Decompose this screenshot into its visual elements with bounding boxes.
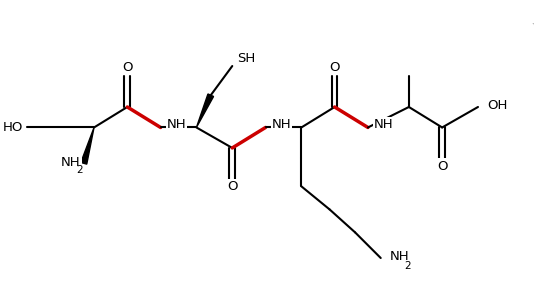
Polygon shape <box>196 94 213 127</box>
Text: O: O <box>227 180 238 193</box>
Text: NH: NH <box>374 118 394 131</box>
Polygon shape <box>81 127 94 164</box>
FancyBboxPatch shape <box>9 21 535 282</box>
Text: NH: NH <box>272 118 291 131</box>
Text: O: O <box>122 61 133 73</box>
Text: SH: SH <box>238 52 256 65</box>
Text: NH: NH <box>390 250 410 263</box>
Text: O: O <box>330 61 340 73</box>
Text: 2: 2 <box>77 166 83 175</box>
Text: HO: HO <box>3 121 24 134</box>
Text: 2: 2 <box>404 261 411 271</box>
Text: O: O <box>437 160 447 173</box>
Text: NH: NH <box>61 156 81 169</box>
Text: OH: OH <box>487 99 508 113</box>
Text: NH: NH <box>167 118 186 131</box>
